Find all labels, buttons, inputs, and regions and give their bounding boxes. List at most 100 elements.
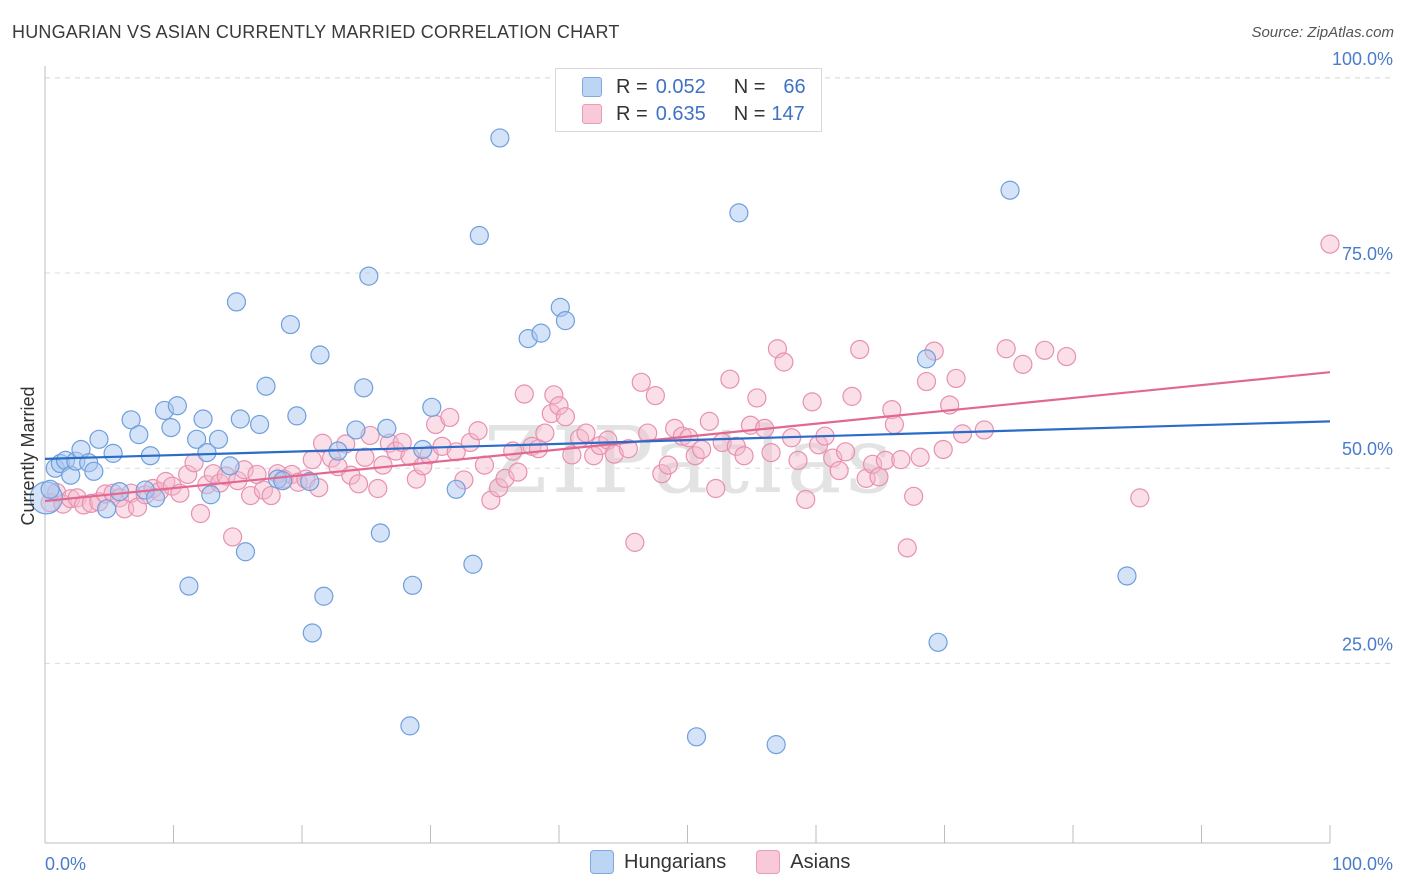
hungarian-point [354,378,374,398]
asian-point [842,386,862,406]
asian-point [223,527,243,547]
asian-point [699,411,719,431]
hungarian-point [109,482,130,502]
asian-point [747,388,767,408]
asian-point [946,368,966,389]
hungarian-point [89,429,109,449]
hungarian-point [103,443,123,463]
hungarian-point [249,414,270,435]
asian-point [761,442,781,463]
asian-point [544,385,564,405]
hungarian-point [377,418,397,438]
hungarian-point [1117,566,1137,586]
hungarian-point [220,456,240,476]
hungarian-point [469,225,489,246]
asian-point [875,450,895,471]
asian-point [796,489,816,510]
asian-point [261,485,281,506]
hungarian-point [256,376,276,396]
hungarian-point [280,314,301,335]
asian-point [1320,234,1340,254]
asian-point [625,532,645,552]
asian-point [312,433,333,453]
hungarian-point [193,409,213,429]
legend-n-label: N = [733,75,766,98]
asian-point [190,503,211,524]
asian-point [1013,354,1033,374]
legend-item-hungarians: Hungarians [590,850,726,874]
hungarian-point [346,420,366,440]
hungarian-point [97,499,117,519]
asian-point [73,495,94,515]
legend-label-asians: Asians [790,850,851,873]
legend-item-asians: Asians [756,850,850,874]
grid [45,77,1392,664]
asian-point [802,392,822,412]
asian-point [734,446,754,466]
legend-r-value: 0.052 [655,75,706,98]
asian-point [692,439,712,460]
legend-swatch-blue [582,77,602,97]
hungarian-point [187,429,207,449]
y-tick-label: 50.0% [1342,439,1393,459]
asian-point [368,478,388,499]
hungarian-point [766,735,786,755]
hungarian-point [230,409,250,429]
y-axis-label: Currently Married [18,386,38,525]
asian-point [514,384,534,404]
asian-point [720,369,740,389]
asian-point [535,423,555,443]
asian-point [788,450,808,471]
hungarian-point [129,425,149,445]
hungarian-point [359,266,379,286]
hungarian-point [400,716,420,736]
legend-r-label: R = [616,102,648,125]
hungarian-point [167,396,187,416]
asian-point [658,455,678,475]
asian-point [897,538,917,558]
asian-point [882,400,902,420]
asian-point [373,455,393,475]
hungarian-point [179,576,199,596]
asian-point [508,462,528,482]
asian-point [862,454,883,474]
hungarian-point [928,632,948,652]
legend-row-hungarians: R = 0.052 N = 66 [582,74,806,100]
hungarian-point [302,623,322,643]
hungarian-point [273,471,293,491]
asian-point [474,455,495,475]
asian-point [952,424,973,444]
asians-points [40,234,1340,558]
legend-row-asians: R = 0.635 N = 147 [582,101,805,127]
legend-swatch-blue [590,850,614,874]
y-tick-label: 100.0% [1332,49,1393,69]
asian-point [355,447,375,467]
legend-r-label: R = [616,75,648,98]
x-tick-label-max: 100.0% [1332,854,1393,874]
asian-point [1130,488,1150,508]
asian-point [884,414,904,435]
asian-point [440,407,460,428]
asian-point [706,478,726,499]
hungarian-point [208,429,229,449]
hungarian-point [314,586,334,606]
asian-point [996,339,1016,359]
hungarian-point [413,439,433,460]
hungarian-point [40,479,60,499]
legend-swatch-pink [756,850,781,874]
hungarian-point [686,727,707,747]
legend-n-value: 66 [783,75,806,98]
hungarian-point [226,292,247,312]
hungarian-point [916,349,937,369]
asian-point [933,439,953,460]
tick-labels: 25.0% 50.0% 75.0% 100.0% 0.0% 100.0% Currently… [18,49,1393,874]
asian-point [489,478,509,498]
hungarian-point [490,128,510,148]
asian-point [604,444,624,464]
hungarian-point [531,323,551,343]
trend-lines [44,371,1331,503]
asian-point [241,485,261,506]
series-legend: Hungarians Asians [590,850,880,874]
asian-point [904,486,924,506]
asian-point [302,450,322,470]
